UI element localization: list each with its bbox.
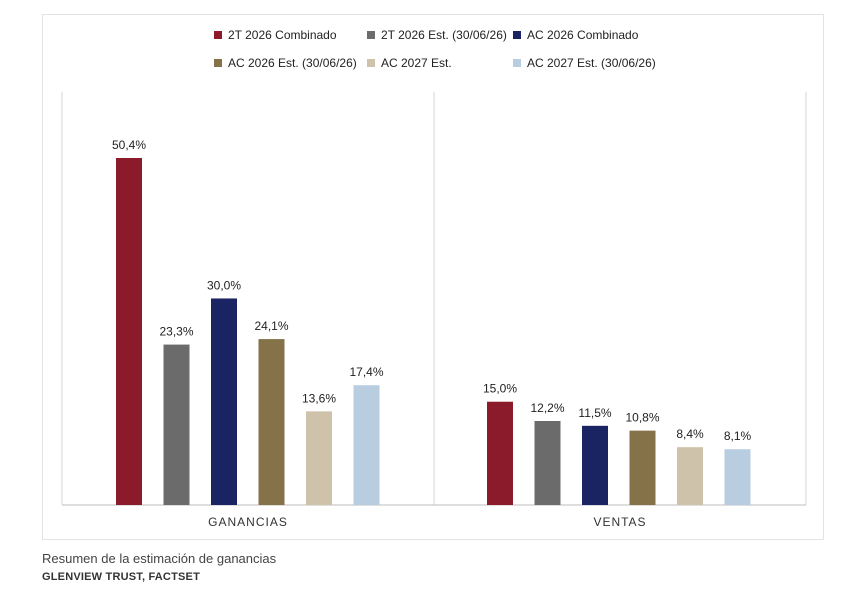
chart-caption: Resumen de la estimación de ganancias (42, 551, 277, 566)
legend-swatch (214, 59, 222, 67)
bar-ventas-0 (487, 401, 513, 505)
data-label-ventas-0: 15,0% (483, 382, 517, 396)
legend-swatch (214, 31, 222, 39)
legend-item-3: AC 2026 Est. (30/06/26) (214, 56, 357, 70)
data-label-ganancias-5: 17,4% (349, 365, 383, 379)
bar-ventas-3 (629, 430, 656, 505)
legend-item-4: AC 2027 Est. (367, 56, 452, 70)
bar-ganancias-4 (306, 411, 332, 505)
bar-ganancias-5 (353, 385, 380, 505)
data-label-ventas-1: 12,2% (530, 401, 564, 415)
bar-ganancias-2 (211, 298, 237, 505)
legend-label: AC 2027 Est. (30/06/26) (527, 56, 656, 70)
bar-ventas-4 (677, 447, 703, 505)
legend-item-5: AC 2027 Est. (30/06/26) (513, 56, 656, 70)
data-label-ganancias-0: 50,4% (112, 138, 146, 152)
data-label-ventas-5: 8,1% (724, 429, 752, 443)
category-label-ventas: VENTAS (593, 515, 646, 529)
legend-item-2: AC 2026 Combinado (513, 28, 638, 42)
bar-ventas-2 (582, 425, 608, 505)
data-label-ventas-3: 10,8% (625, 411, 659, 425)
legend-swatch (367, 31, 375, 39)
data-label-ventas-4: 8,4% (676, 427, 704, 441)
data-label-ganancias-2: 30,0% (207, 278, 241, 292)
legend-label: AC 2026 Est. (30/06/26) (228, 56, 357, 70)
legend-label: AC 2026 Combinado (527, 28, 639, 42)
data-label-ganancias-1: 23,3% (159, 325, 193, 339)
legend-swatch (513, 59, 521, 67)
legend-label: 2T 2026 Combinado (228, 28, 337, 42)
category-label-ganancias: GANANCIAS (208, 515, 288, 529)
bar-ganancias-3 (258, 339, 285, 505)
legend-label: AC 2027 Est. (381, 56, 452, 70)
bar-ganancias-0 (116, 158, 142, 505)
legend-item-0: 2T 2026 Combinado (214, 28, 337, 42)
bar-ganancias-1 (163, 344, 190, 505)
legend-item-1: 2T 2026 Est. (30/06/26) (367, 28, 507, 42)
legend-label: 2T 2026 Est. (30/06/26) (381, 28, 507, 42)
bar-ventas-1 (534, 421, 561, 505)
legend-swatch (367, 59, 375, 67)
legend-swatch (513, 31, 521, 39)
data-label-ganancias-4: 13,6% (302, 391, 336, 405)
data-label-ventas-2: 11,5% (578, 406, 611, 420)
data-label-ganancias-3: 24,1% (254, 319, 288, 333)
chart-source: GLENVIEW TRUST, FACTSET (42, 571, 200, 583)
bar-ventas-5 (724, 449, 751, 505)
